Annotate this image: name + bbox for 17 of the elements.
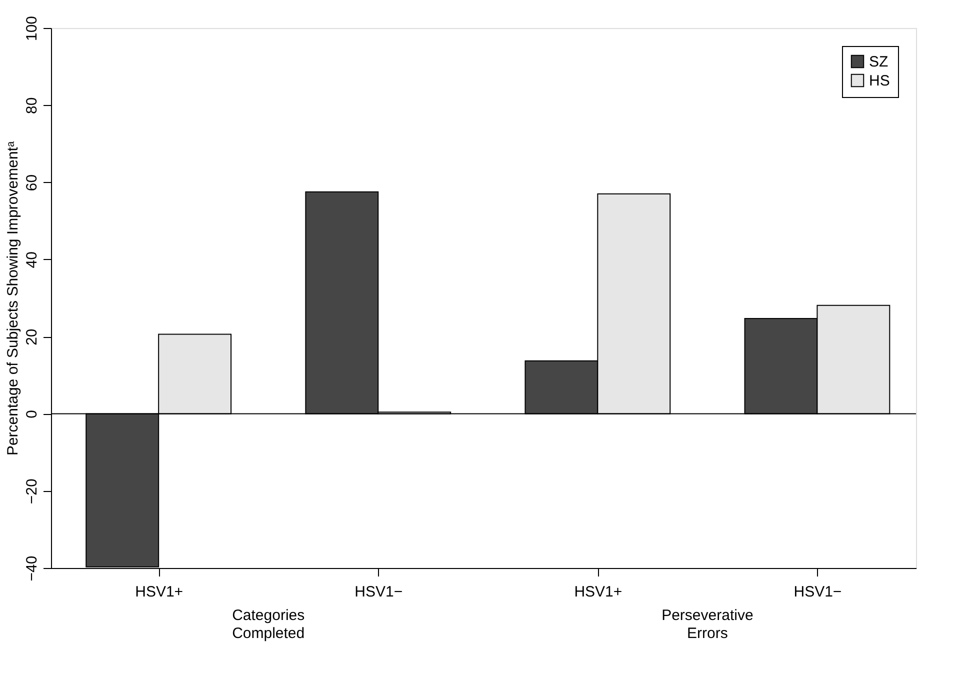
x-tick-label: HSV1+	[574, 584, 622, 600]
text: Categories Completed	[232, 607, 305, 642]
y-tick-label: −40	[24, 556, 40, 582]
y-tick-label: 0	[24, 410, 40, 418]
legend-label: SZ	[869, 54, 888, 70]
y-tick-label: −20	[24, 478, 40, 504]
text: Perseverative Errors	[662, 607, 754, 642]
y-tick-label: 20	[24, 328, 40, 346]
x-tick-label: HSV1−	[794, 584, 842, 600]
legend-label: HS	[869, 72, 890, 90]
y-tick-label: 80	[24, 97, 40, 114]
y-tick-label: 100	[24, 16, 40, 42]
x-tick-label: HSV1−	[354, 584, 403, 600]
x-tick-label: HSV1+	[135, 584, 184, 600]
y-axis-title: Percentage of Subjects Showing Improvementᵃ	[4, 141, 22, 456]
y-tick-label: 40	[24, 252, 40, 268]
y-tick-label: 60	[24, 174, 40, 192]
